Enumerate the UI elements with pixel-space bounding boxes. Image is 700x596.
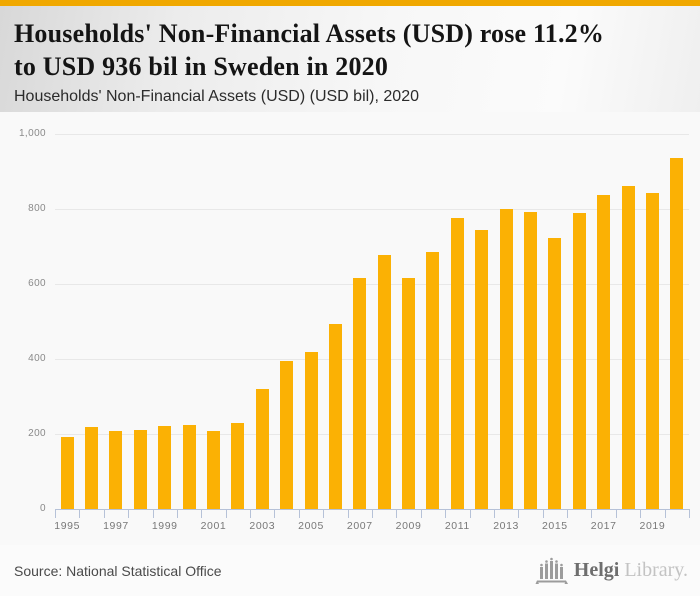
x-axis-tick bbox=[396, 509, 398, 518]
y-axis-label: 1,000 bbox=[18, 128, 46, 139]
x-axis-label: 2003 bbox=[249, 520, 276, 532]
bar-2009[interactable] bbox=[402, 278, 416, 509]
x-axis-tick bbox=[79, 509, 81, 518]
bar-2008[interactable] bbox=[377, 255, 391, 509]
x-axis-tick bbox=[420, 509, 422, 518]
x-axis-label: 2005 bbox=[298, 520, 324, 532]
bar-2013[interactable] bbox=[499, 209, 513, 509]
bar-2014[interactable] bbox=[524, 212, 537, 509]
x-axis-tick bbox=[55, 509, 56, 518]
x-axis-label: 2011 bbox=[444, 520, 470, 532]
bar-2007[interactable] bbox=[353, 278, 367, 509]
x-axis-label: 2015 bbox=[541, 520, 568, 532]
x-axis-label: 1997 bbox=[103, 520, 129, 532]
y-axis-label: 400 bbox=[28, 353, 46, 364]
bar-2006[interactable] bbox=[328, 324, 342, 509]
bar-2016[interactable] bbox=[572, 213, 586, 509]
bar-1996[interactable] bbox=[85, 427, 99, 509]
bar-2020[interactable] bbox=[670, 158, 684, 509]
bar-1998[interactable] bbox=[133, 430, 147, 509]
headline-line-1: Households' Non-Financial Assets (USD) r… bbox=[14, 19, 605, 48]
x-axis-label: 2007 bbox=[346, 520, 373, 532]
x-axis-tick bbox=[274, 509, 276, 518]
x-axis-tick bbox=[640, 509, 642, 518]
x-axis-tick bbox=[225, 509, 227, 518]
x-axis-tick bbox=[298, 509, 300, 518]
x-axis-label: 1995 bbox=[54, 520, 81, 532]
bar-2012[interactable] bbox=[475, 230, 489, 509]
chart-subtitle: Households' Non-Financial Assets (USD) (… bbox=[14, 88, 419, 105]
x-axis-tick bbox=[542, 509, 544, 518]
x-axis-tick bbox=[518, 509, 520, 518]
bar-2011[interactable] bbox=[450, 218, 464, 509]
x-axis-tick bbox=[689, 509, 690, 518]
bar-2000[interactable] bbox=[182, 425, 196, 509]
x-axis-tick bbox=[323, 509, 325, 518]
bar-2018[interactable] bbox=[621, 186, 635, 509]
x-axis-tick bbox=[128, 509, 130, 518]
footer: Source: National Statistical Office bbox=[0, 545, 700, 596]
headline: Households' Non-Financial Assets (USD) r… bbox=[0, 6, 700, 83]
x-axis-label: 2001 bbox=[200, 520, 227, 532]
library-building-icon bbox=[535, 557, 568, 584]
bar-2010[interactable] bbox=[426, 252, 440, 509]
source-label: Source: National Statistical Office bbox=[14, 562, 222, 579]
x-axis-tick bbox=[250, 509, 252, 518]
y-axis-label: 600 bbox=[28, 278, 46, 289]
bar-1995[interactable] bbox=[60, 437, 74, 509]
x-axis-tick bbox=[103, 509, 105, 518]
x-axis-tick bbox=[567, 509, 569, 518]
y-axis-label: 800 bbox=[28, 203, 46, 214]
x-axis-label: 2017 bbox=[590, 520, 617, 532]
headline-line-2: to USD 936 bil in Sweden in 2020 bbox=[14, 51, 389, 81]
x-axis-tick bbox=[591, 509, 593, 518]
header: Households' Non-Financial Assets (USD) r… bbox=[0, 6, 700, 112]
x-axis-tick bbox=[445, 509, 447, 518]
x-axis-label: 2019 bbox=[639, 520, 666, 532]
bar-2017[interactable] bbox=[597, 195, 611, 509]
gridline-200 bbox=[55, 434, 689, 435]
bar-2002[interactable] bbox=[231, 423, 245, 509]
gridline-1000 bbox=[55, 134, 689, 135]
x-axis-tick bbox=[152, 509, 154, 518]
x-axis-tick bbox=[469, 509, 471, 518]
x-axis-tick bbox=[615, 509, 617, 518]
x-axis-label: 1999 bbox=[151, 520, 178, 532]
x-axis-tick bbox=[201, 509, 203, 518]
x-axis-tick bbox=[664, 509, 666, 518]
y-axis-label: 200 bbox=[28, 428, 46, 439]
x-axis-tick bbox=[372, 509, 373, 518]
bar-1999[interactable] bbox=[158, 426, 172, 509]
bar-2005[interactable] bbox=[304, 352, 318, 509]
gridline-800 bbox=[55, 209, 689, 210]
bar-1997[interactable] bbox=[109, 431, 123, 509]
gridline-600 bbox=[55, 284, 689, 285]
logo-text-helgi: Helgi bbox=[573, 559, 620, 581]
top-accent-bar bbox=[0, 0, 700, 6]
bar-2004[interactable] bbox=[280, 361, 294, 509]
x-axis-tick bbox=[176, 509, 178, 518]
helgi-library-logo[interactable]: Helgi Library. bbox=[535, 556, 688, 586]
x-axis-tick bbox=[347, 509, 349, 518]
bar-2003[interactable] bbox=[255, 389, 269, 509]
x-axis-label: 2013 bbox=[493, 520, 519, 532]
bar-chart: 0 200 400 600 800 1,000 1995 1997 1999 2001 2003 20… bbox=[0, 112, 700, 545]
x-axis-tick bbox=[493, 509, 495, 518]
gridline-400 bbox=[55, 359, 689, 360]
x-axis-label: 2009 bbox=[395, 520, 422, 532]
bar-2019[interactable] bbox=[645, 193, 659, 509]
y-axis-label: 0 bbox=[40, 503, 46, 514]
logo-text-library: Library. bbox=[624, 559, 688, 581]
bar-2015[interactable] bbox=[548, 238, 562, 509]
bar-2001[interactable] bbox=[207, 431, 220, 509]
